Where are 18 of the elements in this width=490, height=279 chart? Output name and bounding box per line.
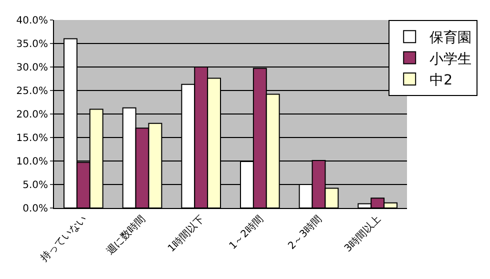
x-tick-label: 持っていない — [38, 213, 90, 264]
y-tick-label: 20.0% — [16, 110, 48, 120]
y-tick-label: 25.0% — [16, 86, 48, 97]
y-tick-label: 15.0% — [16, 133, 48, 144]
y-tick-label: 30.0% — [16, 62, 48, 74]
x-tick-label: 1時間以下 — [165, 213, 207, 254]
x-tick-label: 週に数時間 — [104, 213, 148, 258]
y-tick-label: 35.0% — [16, 39, 48, 50]
legend-label: 中2 — [430, 72, 453, 88]
y-tick-label: 0.0% — [22, 204, 48, 214]
y-tick-label: 5.0% — [22, 180, 48, 191]
legend-label: 小学生 — [430, 51, 472, 68]
x-tick-label: 1～2時間 — [226, 213, 266, 252]
x-tick-label: 3時間以上 — [342, 213, 384, 254]
x-tick-label: 2～3時間 — [286, 213, 324, 252]
y-tick-label: 10.0% — [16, 156, 48, 168]
legend-label: 保育園 — [430, 29, 472, 46]
y-tick-label: 40.0% — [16, 16, 48, 26]
